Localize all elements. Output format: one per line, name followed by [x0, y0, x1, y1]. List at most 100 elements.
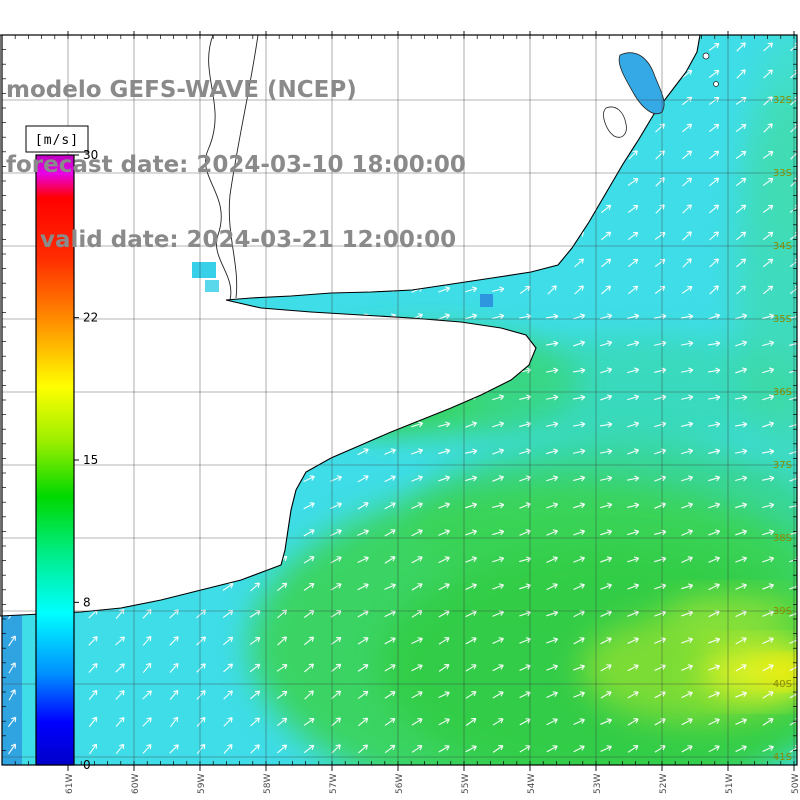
wave-speed-patch: [470, 335, 800, 445]
wind-arrow-icon: [142, 690, 152, 700]
wind-arrow-icon: [627, 691, 639, 699]
wind-arrow-icon: [492, 313, 505, 320]
wind-arrow-icon: [303, 636, 315, 646]
wind-arrow-icon: [681, 394, 694, 401]
wind-arrow-icon: [250, 744, 260, 754]
wind-arrow-icon: [573, 448, 586, 455]
wind-arrow-icon: [465, 421, 478, 428]
wind-arrow-icon: [735, 502, 748, 509]
wind-arrow-icon: [600, 340, 613, 347]
wind-arrow-icon: [196, 663, 206, 673]
longitude-label: 52W: [659, 774, 669, 794]
wind-arrow-icon: [276, 582, 288, 592]
wind-arrow-icon: [708, 394, 721, 401]
wind-arrow-icon: [465, 556, 478, 563]
land-region: [0, 34, 701, 617]
wind-arrow-icon: [546, 475, 559, 482]
wind-arrow-icon: [115, 636, 125, 646]
wind-arrow-icon: [708, 529, 721, 536]
wind-arrow-icon: [573, 637, 585, 645]
wind-arrow-icon: [384, 502, 396, 510]
wind-arrow-icon: [762, 340, 775, 347]
wind-arrow-icon: [88, 663, 98, 673]
wind-arrow-icon: [735, 529, 748, 536]
colorbar-unit-label: [m/s]: [35, 133, 79, 148]
wind-arrow-icon: [384, 664, 396, 672]
wind-arrow-icon: [438, 718, 450, 726]
wind-arrow-icon: [573, 502, 586, 509]
wind-arrow-icon: [545, 313, 559, 320]
wind-arrow-icon: [600, 367, 613, 374]
wind-arrow-icon: [681, 96, 693, 106]
wind-arrow-icon: [411, 556, 423, 564]
wind-arrow-icon: [411, 664, 423, 672]
water-cell: [205, 280, 219, 292]
wind-arrow-icon: [465, 286, 478, 293]
wind-arrow-icon: [465, 313, 478, 320]
wind-arrow-icon: [304, 663, 315, 673]
wind-arrow-icon: [627, 421, 640, 428]
wind-arrow-icon: [330, 502, 342, 509]
wind-arrow-icon: [681, 448, 694, 455]
wind-arrow-icon: [601, 285, 612, 295]
wind-arrow-icon: [708, 691, 720, 698]
wind-arrow-icon: [736, 69, 746, 79]
wind-arrow-icon: [627, 258, 639, 268]
wind-arrow-icon: [762, 177, 774, 186]
wind-arrow-icon: [546, 421, 559, 428]
wind-arrow-icon: [358, 744, 369, 754]
latitude-label: 40S: [773, 679, 792, 690]
wind-arrow-icon: [709, 231, 719, 241]
wind-arrow-icon: [681, 69, 693, 79]
wind-arrow-icon: [304, 690, 314, 700]
wind-arrow-icon: [627, 475, 640, 482]
wind-arrow-icon: [330, 475, 343, 482]
wind-arrow-icon: [411, 691, 423, 699]
longitude-label: 59W: [197, 774, 207, 794]
wind-arrow-icon: [627, 745, 639, 753]
wind-arrow-icon: [681, 718, 693, 726]
wind-arrow-icon: [384, 637, 396, 645]
wind-arrow-icon: [250, 690, 261, 700]
wind-arrow-icon: [763, 123, 773, 133]
wind-arrow-icon: [573, 745, 585, 753]
wind-arrow-icon: [735, 204, 747, 214]
graticule: [2, 35, 797, 765]
wind-arrow-icon: [627, 448, 640, 455]
wind-arrow-icon: [708, 745, 720, 753]
wind-arrow-icon: [492, 745, 504, 753]
wind-arrow-icon: [196, 690, 206, 700]
wind-arrow-icon: [627, 313, 640, 320]
wind-arrow-icon: [142, 717, 152, 727]
wind-arrow-icon: [357, 556, 369, 564]
wind-arrow-icon: [682, 258, 692, 268]
longitude-label: 58W: [263, 774, 273, 794]
wind-arrow-icon: [573, 313, 586, 320]
wind-arrow-icon: [681, 502, 694, 509]
wind-arrow-icon: [654, 664, 666, 672]
wind-arrow-icon: [762, 394, 775, 401]
wind-arrow-icon: [735, 475, 748, 482]
wind-arrow-icon: [600, 583, 613, 590]
colorbar-tick-label: 8: [83, 595, 91, 609]
wind-arrow-icon: [384, 448, 396, 455]
wind-arrow-icon: [492, 637, 504, 645]
wind-arrow-icon: [492, 718, 504, 726]
wind-arrow-icon: [249, 663, 261, 673]
wind-arrow-icon: [654, 285, 666, 295]
wind-arrow-icon: [196, 743, 206, 755]
wind-arrow-icon: [708, 475, 721, 482]
wind-arrow-icon: [465, 502, 478, 509]
wind-arrow-icon: [600, 664, 612, 672]
wind-arrow-icon: [682, 123, 693, 133]
wind-arrow-icon: [628, 150, 638, 160]
wind-arrow-icon: [492, 502, 505, 509]
wind-arrow-icon: [627, 718, 639, 726]
wind-arrow-icon: [735, 150, 747, 160]
wind-arrow-icon: [763, 285, 774, 295]
wind-arrow-icon: [169, 744, 179, 754]
wind-arrow-icon: [573, 475, 586, 482]
wind-arrow-icon: [465, 475, 478, 482]
wind-arrow-icon: [709, 285, 719, 295]
wind-arrow-icon: [627, 367, 640, 374]
